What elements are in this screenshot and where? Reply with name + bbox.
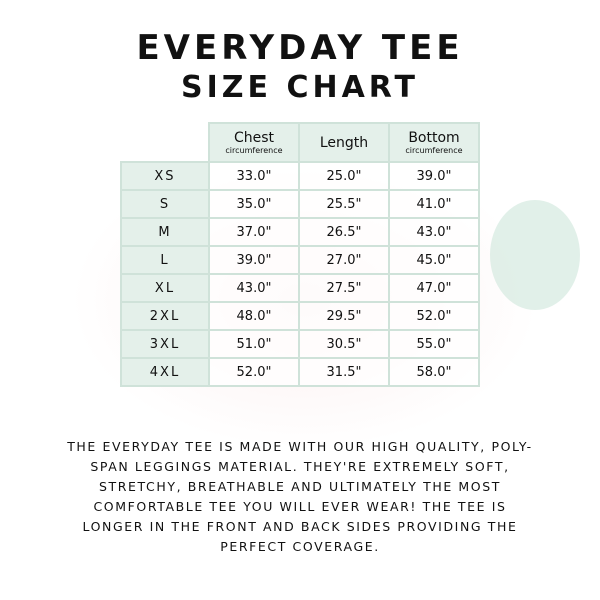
measurement-cell: 26.5" <box>298 217 390 247</box>
header-label: Chest <box>233 130 275 146</box>
measurement-cell: 48.0" <box>208 301 300 331</box>
measurement-cell: 35.0" <box>208 189 300 219</box>
header-sublabel: circumference <box>225 146 283 155</box>
measurement-cell: 37.0" <box>208 217 300 247</box>
header-label: Bottom <box>408 130 460 146</box>
description-text: THE EVERYDAY TEE IS MADE WITH OUR HIGH Q… <box>67 439 533 554</box>
measurement-cell: 43.0" <box>388 217 480 247</box>
table-row: XS 33.0" 25.0" 39.0" <box>120 161 480 191</box>
header-bottom: Bottom circumference <box>388 122 480 163</box>
size-label: M <box>120 217 210 247</box>
size-label: 4XL <box>120 357 210 387</box>
table-row: M 37.0" 26.5" 43.0" <box>120 217 480 247</box>
size-label: 3XL <box>120 329 210 359</box>
size-chart-table: Chest circumference Length Bottom circumfe… <box>120 122 480 387</box>
measurement-cell: 43.0" <box>208 273 300 303</box>
measurement-cell: 55.0" <box>388 329 480 359</box>
size-label: XS <box>120 161 210 191</box>
measurement-cell: 27.0" <box>298 245 390 275</box>
size-label: XL <box>120 273 210 303</box>
table-row: XL 43.0" 27.5" 47.0" <box>120 273 480 303</box>
page-subtitle: SIZE CHART <box>180 70 420 105</box>
table-row: 3XL 51.0" 30.5" 55.0" <box>120 329 480 359</box>
header-chest: Chest circumference <box>208 122 300 163</box>
measurement-cell: 52.0" <box>208 357 300 387</box>
measurement-cell: 33.0" <box>208 161 300 191</box>
size-label: 2XL <box>120 301 210 331</box>
measurement-cell: 29.5" <box>298 301 390 331</box>
measurement-cell: 58.0" <box>388 357 480 387</box>
measurement-cell: 27.5" <box>298 273 390 303</box>
table-row: 2XL 48.0" 29.5" 52.0" <box>120 301 480 331</box>
measurement-cell: 25.5" <box>298 189 390 219</box>
measurement-cell: 51.0" <box>208 329 300 359</box>
table-row: L 39.0" 27.0" 45.0" <box>120 245 480 275</box>
measurement-cell: 39.0" <box>388 161 480 191</box>
table-row: S 35.0" 25.5" 41.0" <box>120 189 480 219</box>
measurement-cell: 45.0" <box>388 245 480 275</box>
corner-cell <box>121 123 209 162</box>
table-header-row: Chest circumference Length Bottom circumfe… <box>121 122 480 163</box>
table-row: 4XL 52.0" 31.5" 58.0" <box>120 357 480 387</box>
size-label: L <box>120 245 210 275</box>
size-label: S <box>120 189 210 219</box>
measurement-cell: 39.0" <box>208 245 300 275</box>
page-title: EVERYDAY TEE <box>136 28 464 68</box>
header-length: Length <box>298 122 390 163</box>
measurement-cell: 25.0" <box>298 161 390 191</box>
measurement-cell: 41.0" <box>388 189 480 219</box>
measurement-cell: 30.5" <box>298 329 390 359</box>
measurement-cell: 31.5" <box>298 357 390 387</box>
measurement-cell: 47.0" <box>388 273 480 303</box>
measurement-cell: 52.0" <box>388 301 480 331</box>
background-cactus <box>490 200 580 310</box>
header-sublabel: circumference <box>405 146 463 155</box>
header-label: Length <box>319 134 369 151</box>
